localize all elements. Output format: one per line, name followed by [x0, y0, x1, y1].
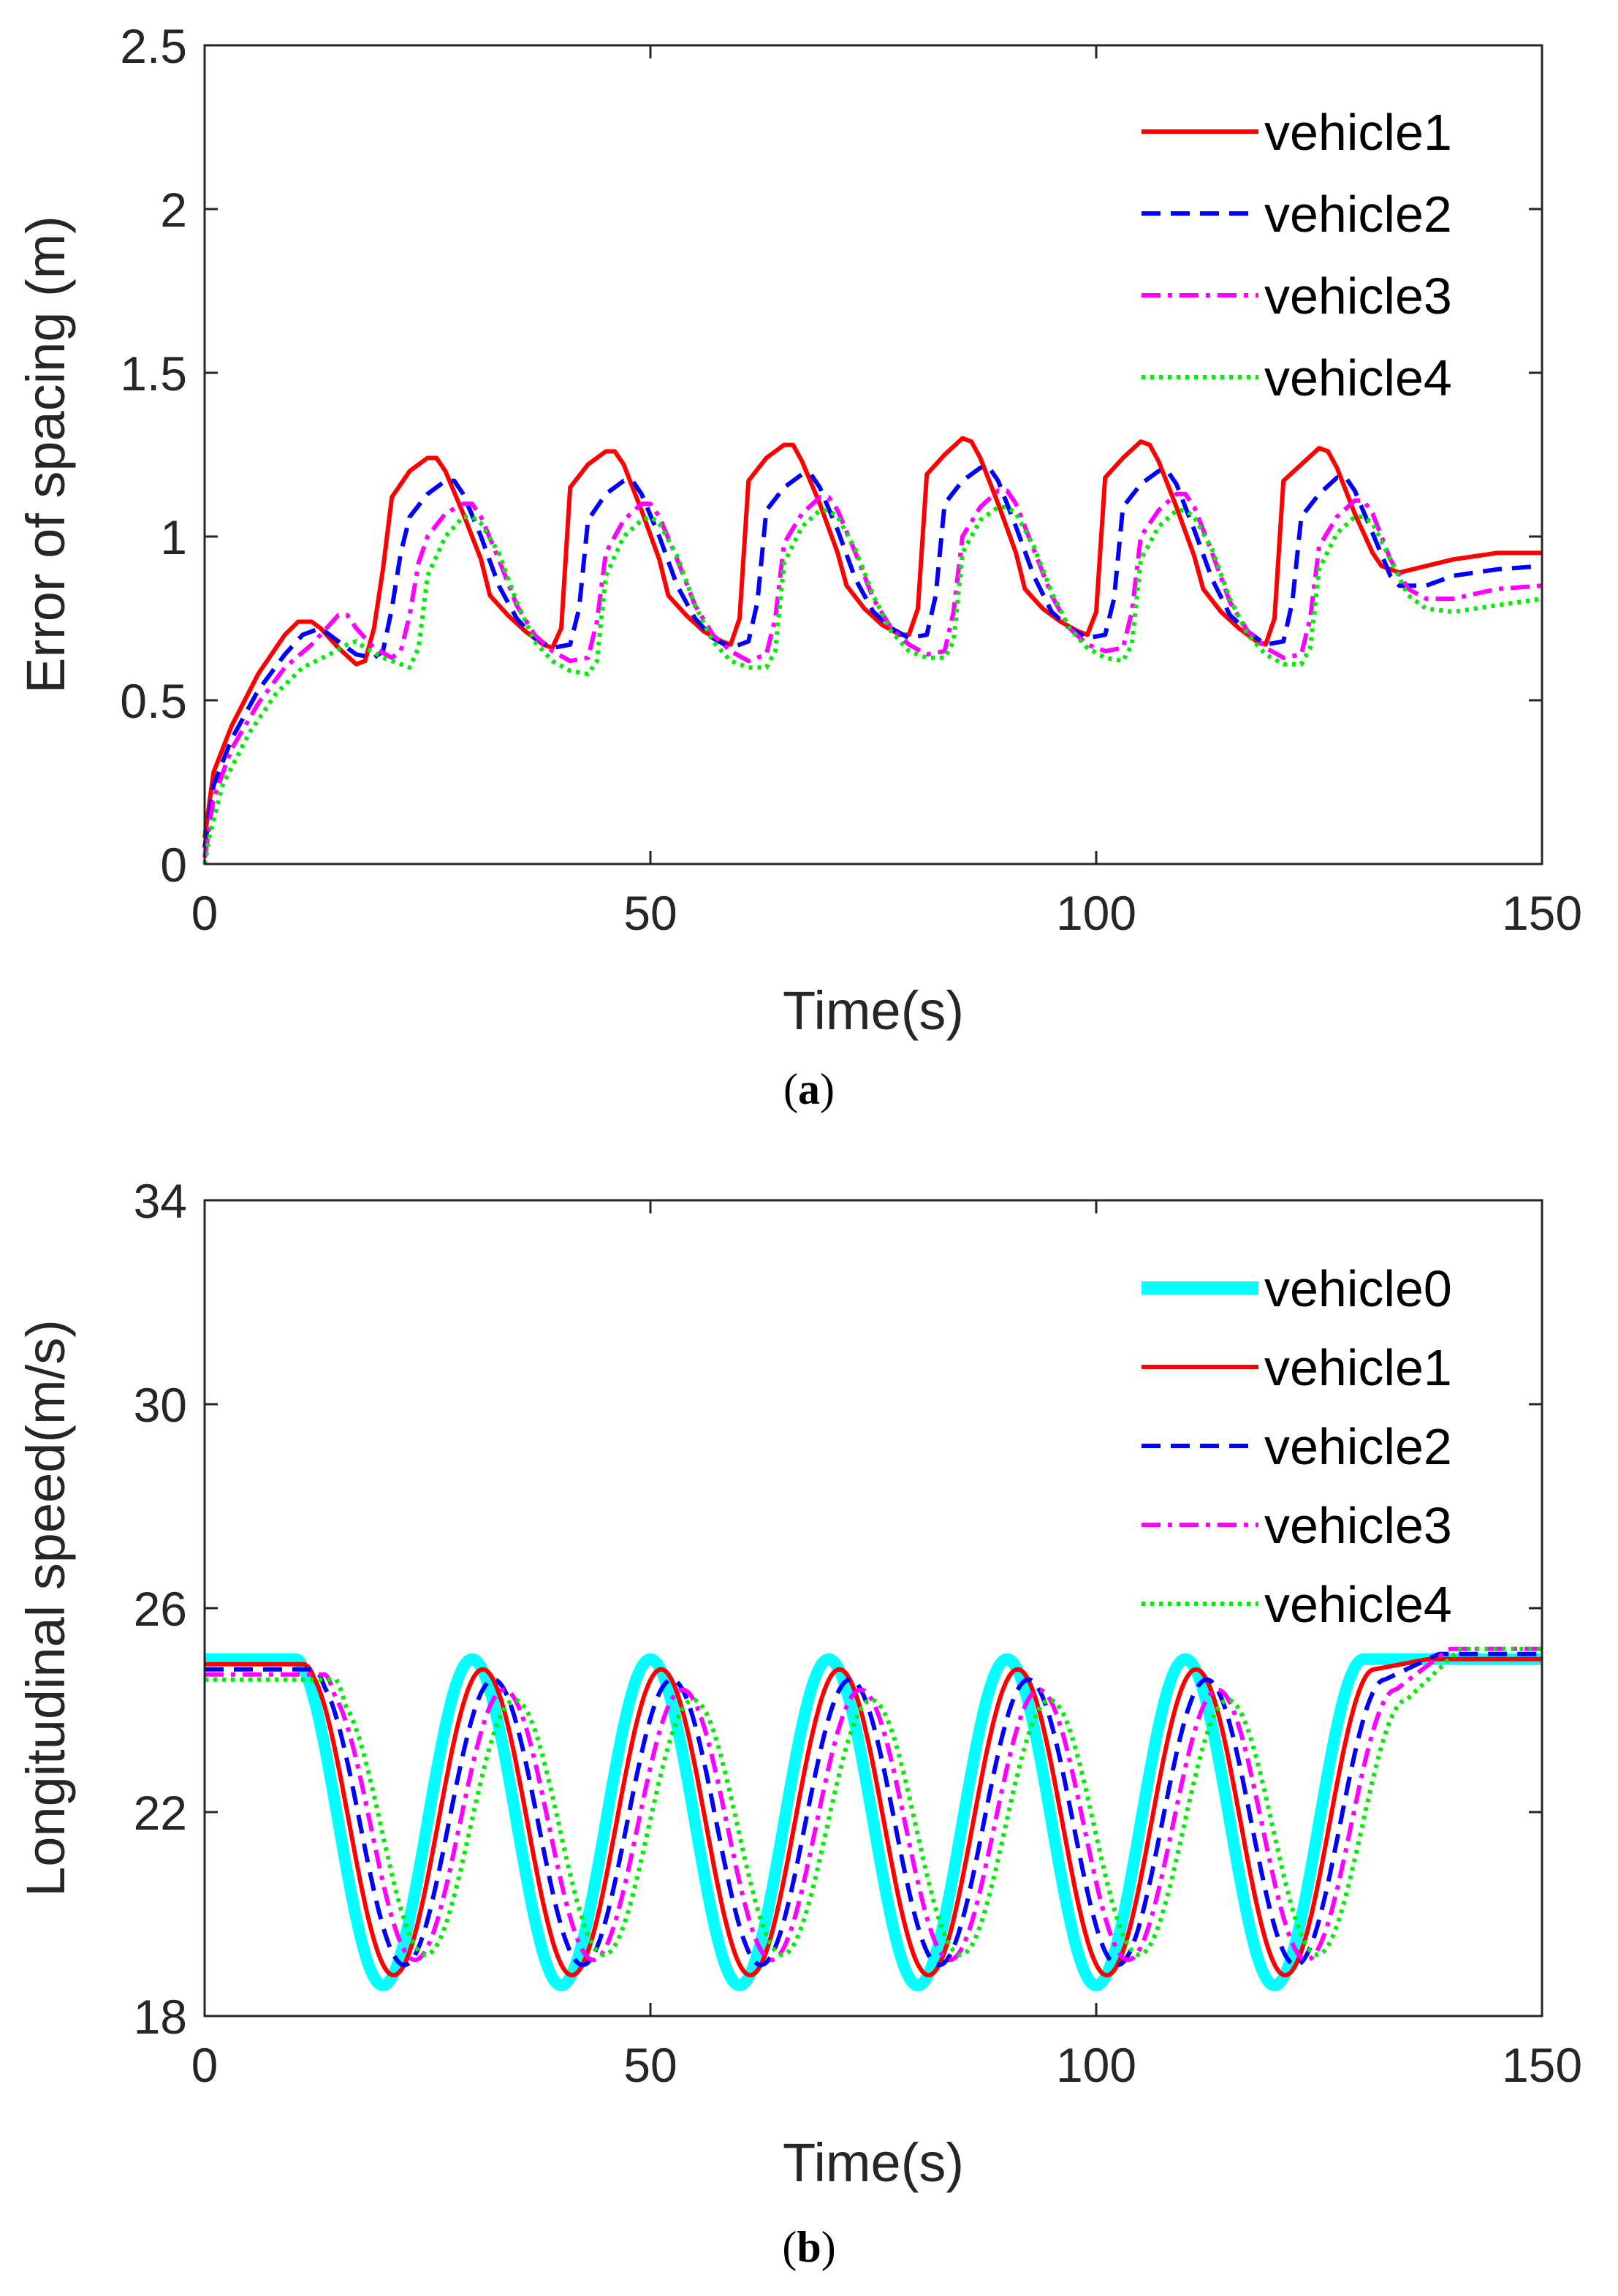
chart-b-series: [201, 1646, 1546, 1992]
chart-a-xtick-label: 150: [1502, 886, 1582, 940]
chart-a-series: [202, 436, 1543, 865]
chart-a-ytick-label: 1: [160, 510, 187, 564]
chart-b-xtick-label: 150: [1502, 2038, 1582, 2092]
chart-a-ytick-label: 1.5: [120, 346, 187, 401]
chart-b-line-vehicle2: [205, 1651, 1542, 1968]
chart-a-ytick-label: 2: [160, 183, 187, 237]
chart-b-ylabel: Longitudinal speed(m/s): [15, 1319, 76, 1897]
chart-a-xtick-label: 50: [623, 886, 677, 940]
chart-b-line-vehicle4: [205, 1646, 1542, 1958]
legend-b-label-vehicle3: vehicle3: [1264, 1497, 1452, 1554]
chart-a-xtick-label: 0: [191, 886, 219, 940]
chart-a-xtick-label: 100: [1056, 886, 1136, 940]
chart-b-line-vehicle1: [205, 1656, 1542, 1978]
legend-a-label-vehicle3: vehicle3: [1264, 268, 1452, 325]
chart-b-line-vehicle3: [205, 1646, 1542, 1963]
chart-b-ytick-label: 18: [134, 1990, 187, 2044]
chart-a-ytick-label: 2.5: [120, 19, 187, 73]
legend-b-label-vehicle1: vehicle1: [1264, 1339, 1452, 1396]
chart-a-plot-area: [205, 45, 1542, 864]
chart-a-ytick-label: 0: [160, 838, 187, 892]
chart-a-caption: (a): [783, 1065, 835, 1113]
chart-a: 0 50 100 150 0 0.5 1 1.5 2 2.5 Time(s) Error of s…: [15, 19, 1582, 1113]
chart-b-caption: (b): [782, 2223, 835, 2271]
chart-a-line-vehicle3: [202, 488, 1543, 858]
legend-a-label-vehicle4: vehicle4: [1264, 349, 1452, 406]
chart-a-ytick-label: 0.5: [120, 674, 187, 728]
chart-b: 0 50 100 150 18 22 26 30 34 Time(s) Longitudinal…: [15, 1174, 1582, 2271]
chart-b-ytick-label: 30: [134, 1378, 187, 1432]
legend-a-label-vehicle2: vehicle2: [1264, 186, 1452, 243]
chart-b-ytick-label: 22: [134, 1786, 187, 1840]
chart-a-legend: vehicle1 vehicle2 vehicle3 vehicle4: [1142, 104, 1452, 406]
chart-b-xtick-label: 50: [623, 2038, 677, 2092]
chart-b-ytick-label: 26: [134, 1582, 187, 1636]
chart-b-line-vehicle0: [201, 1653, 1546, 1992]
chart-b-legend: vehicle0 vehicle1 vehicle2 vehicle3 vehi…: [1142, 1260, 1452, 1633]
legend-b-label-vehicle2: vehicle2: [1264, 1418, 1452, 1475]
chart-a-ylabel: Error of spacing (m): [15, 216, 76, 694]
chart-b-ticks: 0 50 100 150 18 22 26 30 34: [134, 1174, 1582, 2092]
chart-a-line-vehicle1: [202, 436, 1542, 838]
chart-b-ytick-label: 34: [134, 1174, 187, 1228]
chart-a-axes-box: [203, 44, 1543, 865]
chart-b-xlabel: Time(s): [783, 2132, 964, 2193]
chart-b-xtick-label: 0: [191, 2038, 219, 2092]
chart-a-line-vehicle2: [202, 465, 1543, 849]
chart-a-ticks: 0 50 100 150 0 0.5 1 1.5 2 2.5: [120, 19, 1582, 940]
legend-a-label-vehicle1: vehicle1: [1264, 104, 1452, 161]
chart-b-xtick-label: 100: [1056, 2038, 1136, 2092]
legend-b-label-vehicle0: vehicle0: [1264, 1260, 1452, 1317]
legend-b-label-vehicle4: vehicle4: [1264, 1576, 1452, 1633]
chart-a-xlabel: Time(s): [783, 980, 964, 1041]
